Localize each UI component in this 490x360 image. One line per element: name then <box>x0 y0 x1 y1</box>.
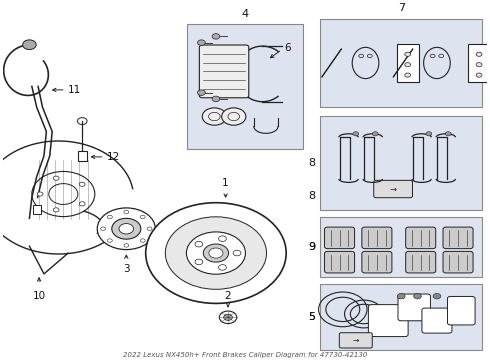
Circle shape <box>79 182 85 186</box>
FancyBboxPatch shape <box>339 333 372 348</box>
FancyBboxPatch shape <box>324 251 355 273</box>
Circle shape <box>359 54 364 58</box>
Circle shape <box>212 33 220 39</box>
Circle shape <box>124 244 129 247</box>
Circle shape <box>165 217 267 289</box>
Circle shape <box>221 108 246 125</box>
FancyBboxPatch shape <box>443 227 473 249</box>
Circle shape <box>197 40 205 45</box>
Bar <box>320 19 482 107</box>
Circle shape <box>79 202 85 206</box>
Circle shape <box>405 63 411 67</box>
Circle shape <box>186 232 245 274</box>
Text: 11: 11 <box>68 85 81 95</box>
Circle shape <box>220 311 237 324</box>
Bar <box>320 284 482 350</box>
Circle shape <box>112 218 141 239</box>
Text: 5: 5 <box>308 312 315 322</box>
Circle shape <box>53 208 59 212</box>
FancyBboxPatch shape <box>362 251 392 273</box>
Circle shape <box>439 54 443 58</box>
FancyBboxPatch shape <box>447 296 475 325</box>
Text: 1: 1 <box>222 178 229 188</box>
FancyBboxPatch shape <box>398 294 430 321</box>
Bar <box>187 24 303 149</box>
Circle shape <box>219 265 226 270</box>
Circle shape <box>146 203 286 303</box>
Circle shape <box>233 250 241 256</box>
Text: 7: 7 <box>398 4 405 13</box>
Text: 9: 9 <box>308 242 315 252</box>
Text: 8: 8 <box>308 190 315 201</box>
Circle shape <box>209 248 223 258</box>
Circle shape <box>476 52 482 57</box>
Circle shape <box>119 224 134 234</box>
Text: 8: 8 <box>308 158 315 168</box>
Text: 2022 Lexus NX450h+ Front Brakes Caliper Diagram for 47730-42130: 2022 Lexus NX450h+ Front Brakes Caliper … <box>123 352 367 358</box>
FancyBboxPatch shape <box>362 227 392 249</box>
Text: 6: 6 <box>284 43 291 53</box>
Bar <box>397 44 419 82</box>
Text: 9: 9 <box>308 242 315 252</box>
Circle shape <box>107 215 112 219</box>
Bar <box>33 206 41 214</box>
Circle shape <box>53 176 59 180</box>
Circle shape <box>212 96 220 102</box>
FancyBboxPatch shape <box>406 227 436 249</box>
FancyBboxPatch shape <box>422 308 452 333</box>
Circle shape <box>476 63 482 67</box>
Circle shape <box>37 192 43 196</box>
Circle shape <box>476 73 482 77</box>
Circle shape <box>203 244 228 262</box>
Circle shape <box>414 293 421 299</box>
Circle shape <box>140 215 145 219</box>
Bar <box>78 150 87 161</box>
Text: 4: 4 <box>242 9 248 19</box>
Circle shape <box>23 40 36 50</box>
Text: 12: 12 <box>107 152 120 162</box>
Text: 3: 3 <box>123 264 130 274</box>
Bar <box>468 44 490 82</box>
Text: →: → <box>390 185 396 194</box>
FancyBboxPatch shape <box>406 251 436 273</box>
Text: 5: 5 <box>308 312 315 322</box>
FancyBboxPatch shape <box>374 180 413 198</box>
Circle shape <box>405 52 411 57</box>
Circle shape <box>100 227 105 230</box>
Circle shape <box>353 132 359 136</box>
Circle shape <box>195 259 203 265</box>
Circle shape <box>147 227 152 230</box>
FancyBboxPatch shape <box>443 251 473 273</box>
Circle shape <box>107 239 112 242</box>
Circle shape <box>405 73 411 77</box>
Circle shape <box>223 314 232 320</box>
Circle shape <box>124 210 129 214</box>
Circle shape <box>368 54 372 58</box>
Circle shape <box>202 108 226 125</box>
Circle shape <box>97 208 155 249</box>
Circle shape <box>430 54 435 58</box>
FancyBboxPatch shape <box>199 45 249 98</box>
Bar <box>320 116 482 210</box>
Circle shape <box>445 132 451 136</box>
Circle shape <box>197 90 205 95</box>
FancyBboxPatch shape <box>324 227 355 249</box>
Text: 2: 2 <box>225 291 231 301</box>
Circle shape <box>195 242 203 247</box>
Circle shape <box>397 293 405 299</box>
Circle shape <box>140 239 145 242</box>
Circle shape <box>426 132 432 136</box>
FancyBboxPatch shape <box>368 305 408 337</box>
Text: 10: 10 <box>32 291 46 301</box>
Text: →: → <box>353 336 359 345</box>
Bar <box>320 217 482 277</box>
Circle shape <box>219 236 226 242</box>
Circle shape <box>433 293 441 299</box>
Circle shape <box>372 132 378 136</box>
